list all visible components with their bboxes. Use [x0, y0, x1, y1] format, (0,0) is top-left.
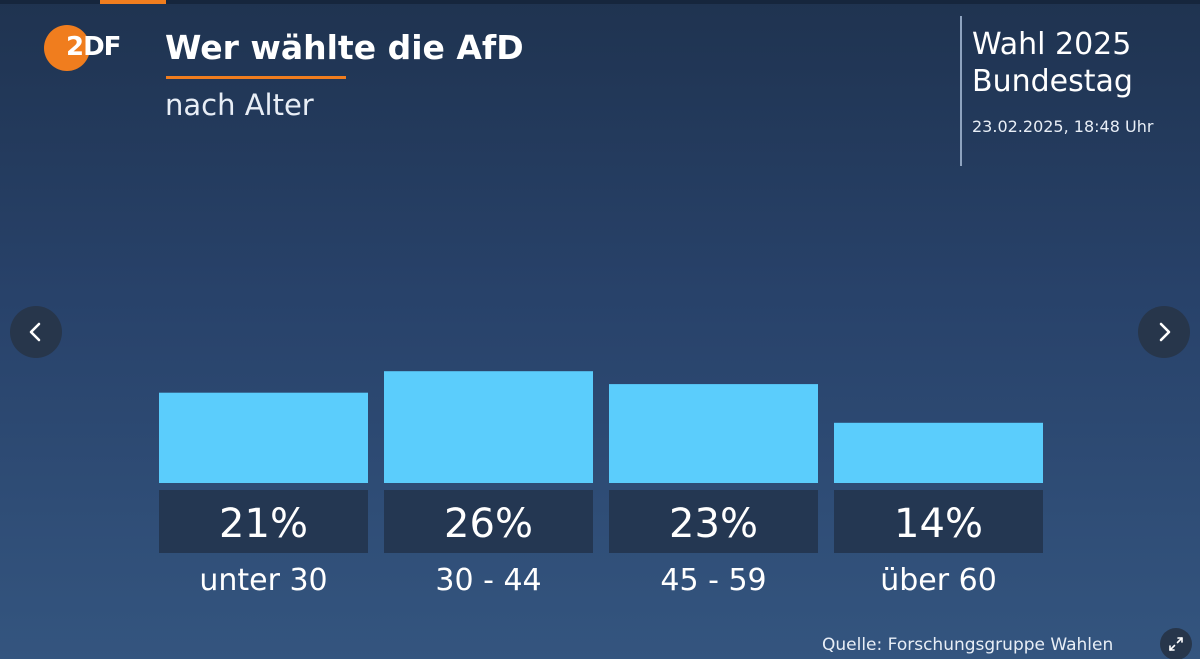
expand-button[interactable] [1160, 628, 1192, 659]
bar-0 [159, 392, 368, 483]
chevron-left-icon [29, 322, 41, 342]
value-label-2: 23% [669, 501, 758, 547]
value-box-0 [159, 490, 368, 553]
page-title: Wer wählte die AfD [165, 28, 524, 67]
prev-button[interactable] [10, 306, 62, 358]
source-note: Quelle: Forschungsgruppe Wahlen [822, 635, 1114, 655]
category-label-1: 30 - 44 [435, 563, 541, 598]
chevron-right-icon [1159, 322, 1171, 342]
bar-3 [834, 422, 1043, 483]
election-body: Bundestag [972, 64, 1133, 99]
value-box-3 [834, 490, 1043, 553]
value-box-2 [609, 490, 818, 553]
expand-icon [1169, 637, 1183, 651]
zdf-logo: 2DF [44, 25, 124, 71]
next-button[interactable] [1138, 306, 1190, 358]
timestamp: 23.02.2025, 18:48 Uhr [972, 117, 1154, 136]
category-label-3: über 60 [880, 563, 997, 598]
election-title: Wahl 2025 [972, 27, 1132, 62]
value-label-3: 14% [894, 501, 983, 547]
bar-2 [609, 384, 818, 483]
category-label-0: unter 30 [199, 563, 327, 598]
info-divider [960, 16, 962, 166]
page-subtitle: nach Alter [165, 88, 314, 122]
top-accent-bar [100, 0, 166, 4]
value-label-0: 21% [219, 501, 308, 547]
bar-1 [384, 371, 593, 483]
value-box-1 [384, 490, 593, 553]
logo-text: 2DF [66, 32, 121, 62]
category-label-2: 45 - 59 [660, 563, 766, 598]
logo-circle [44, 25, 90, 71]
top-edge [0, 0, 1200, 4]
title-underline [166, 76, 346, 79]
value-label-1: 26% [444, 501, 533, 547]
